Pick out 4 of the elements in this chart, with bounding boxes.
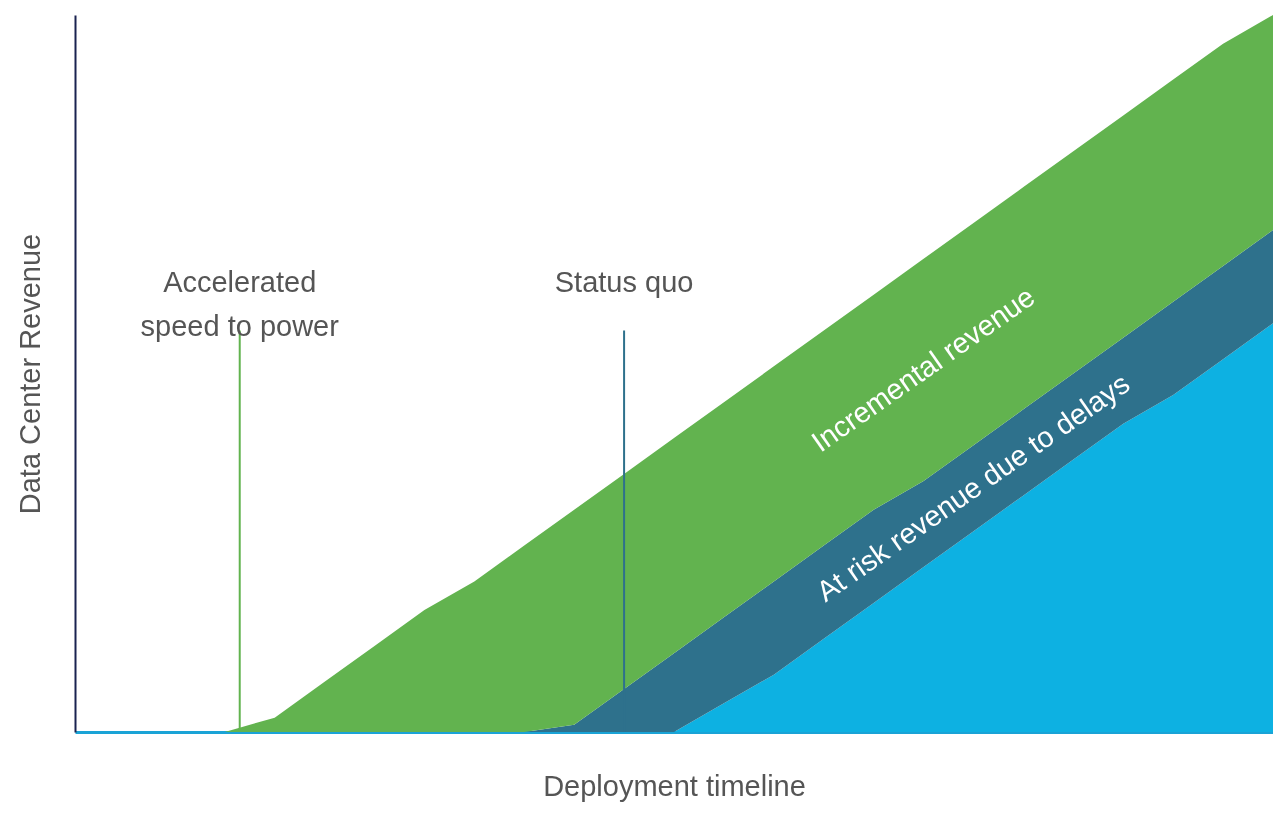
annotation: Status quo <box>554 266 694 299</box>
annotation: Accelerated speed to power <box>140 266 340 343</box>
y-axis-title: Data Center Revenue <box>13 233 46 515</box>
x-axis-title: Deployment timeline <box>543 769 806 802</box>
